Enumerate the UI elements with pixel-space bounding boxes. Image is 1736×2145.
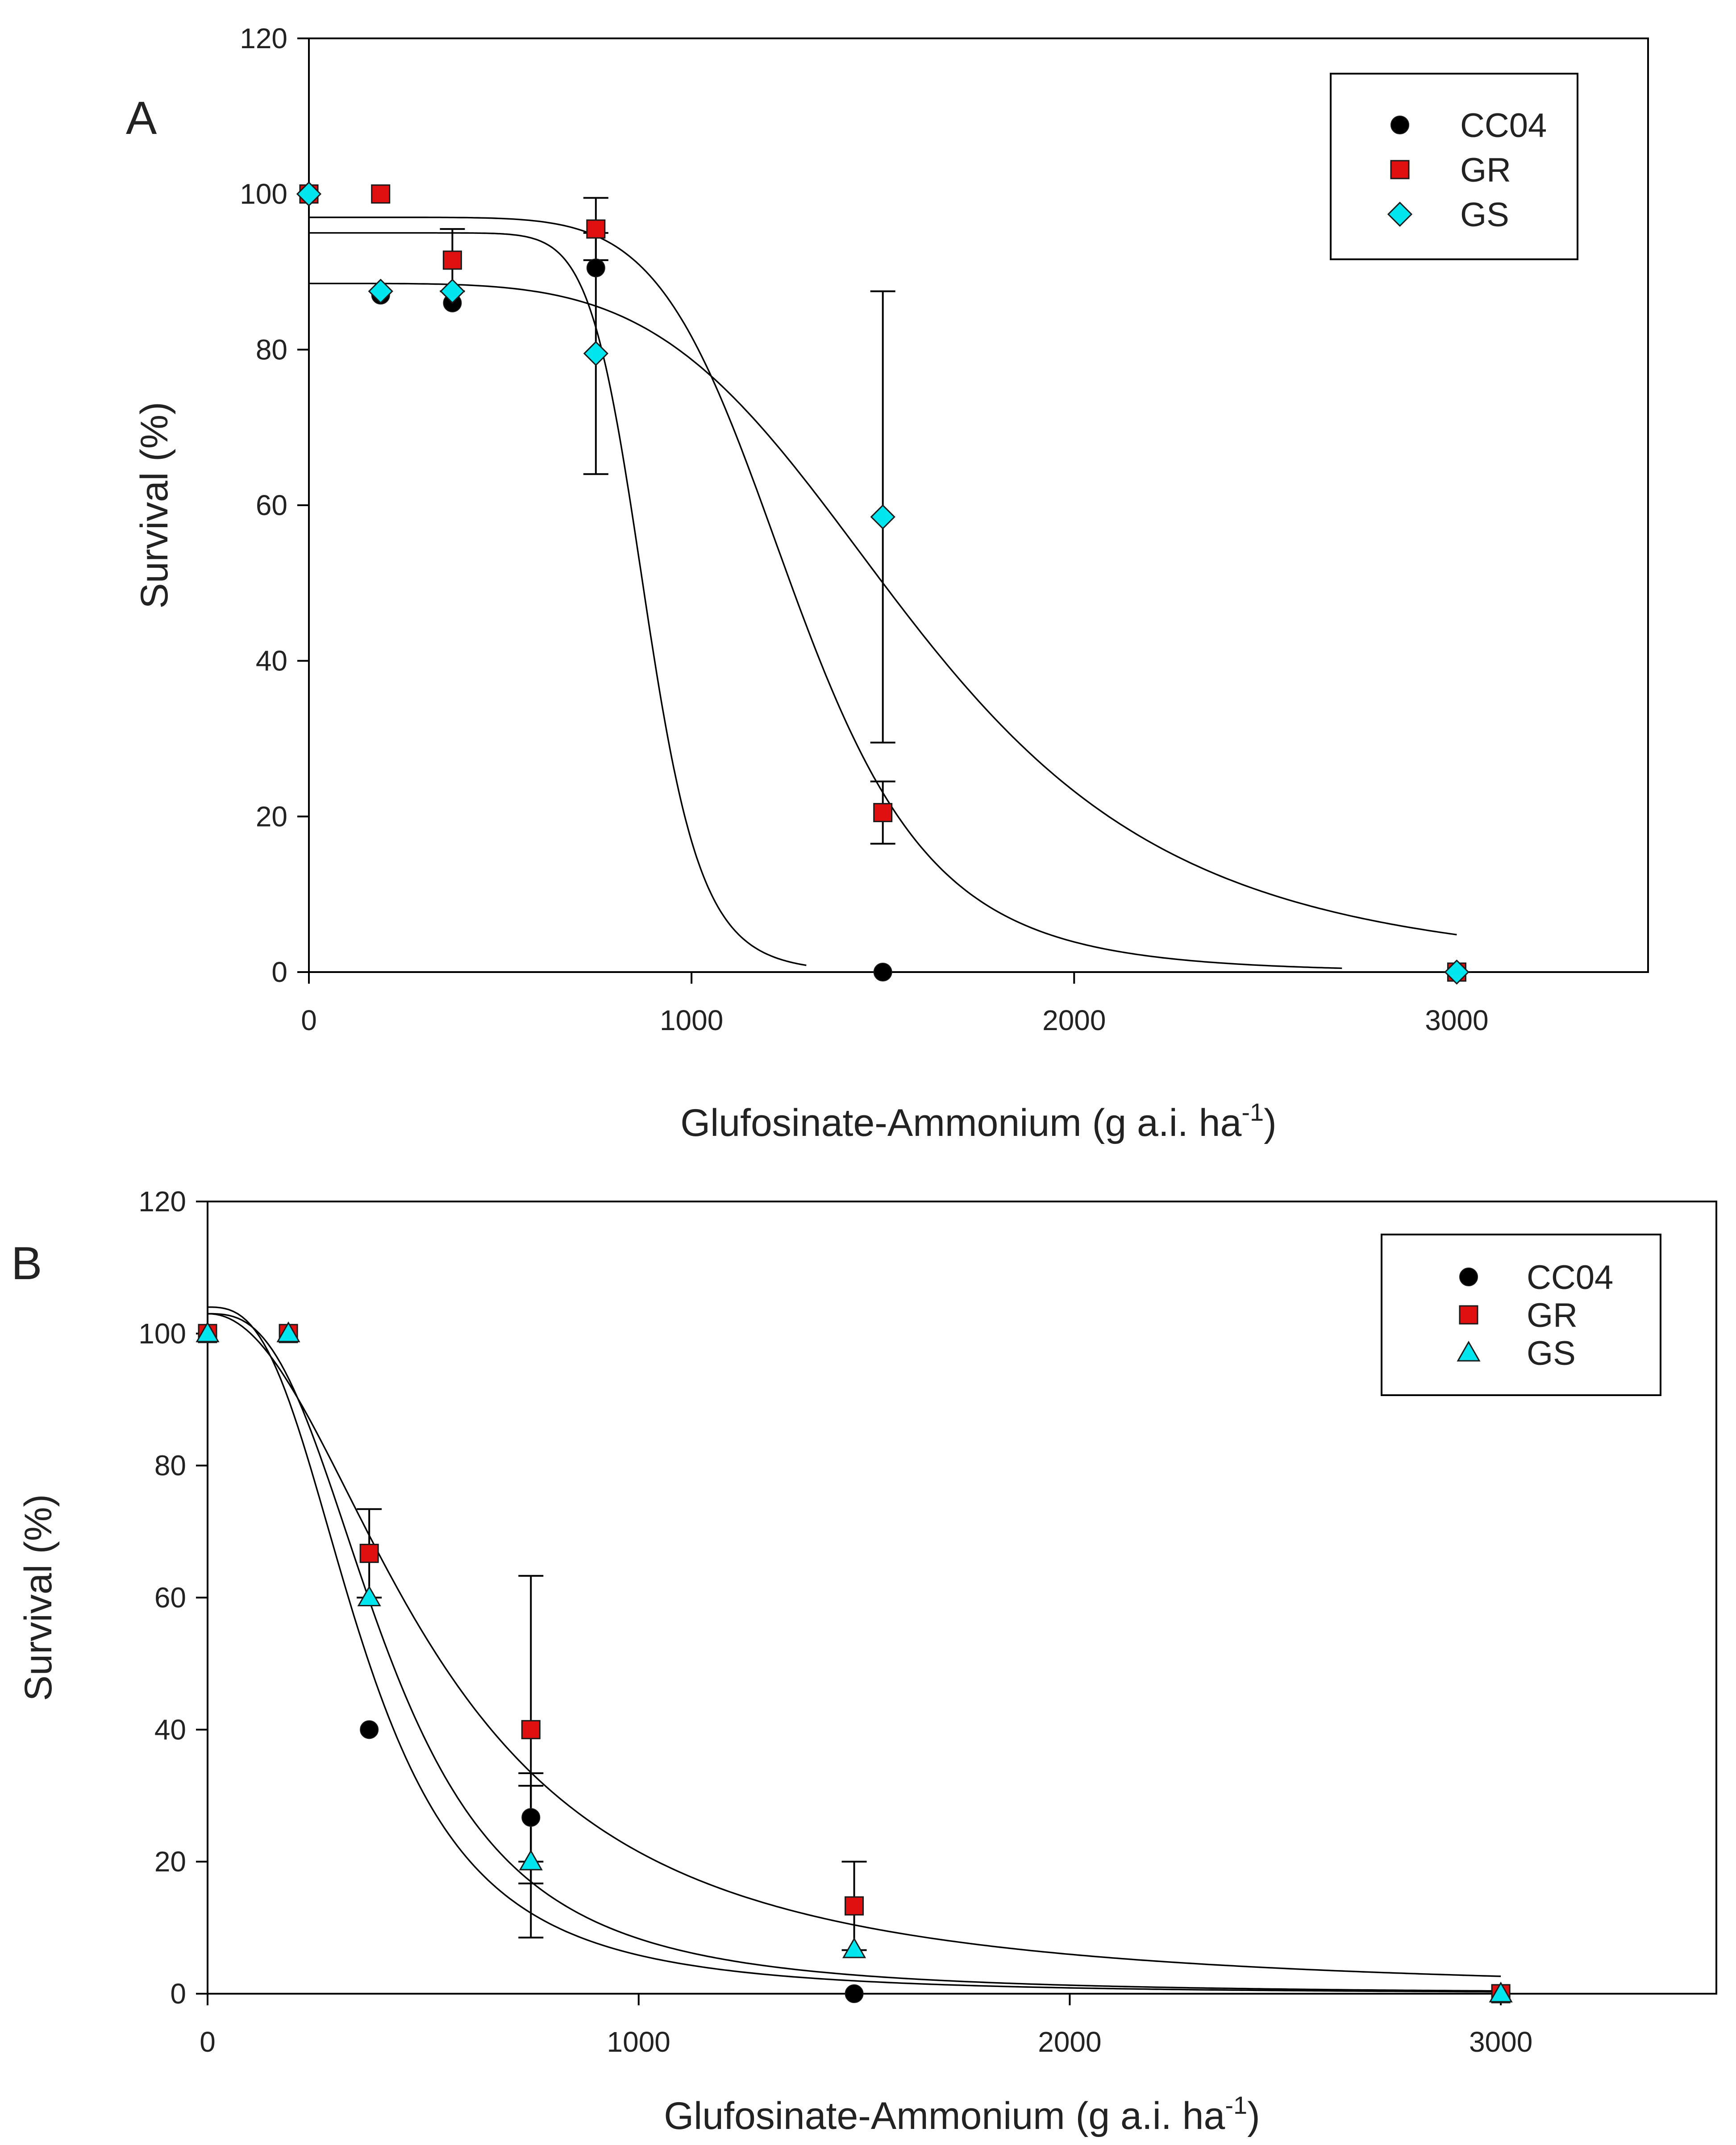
- x-tick-label: 0: [200, 2026, 216, 2058]
- legend-marker-cc04: [1390, 116, 1409, 134]
- x-tick-label: 3000: [1425, 1004, 1488, 1036]
- fit-curve-cc04: [309, 232, 807, 966]
- fit-curve-gs: [208, 1313, 1501, 1992]
- y-tick-label: 40: [154, 1713, 186, 1746]
- legend-box: [1330, 73, 1578, 260]
- panel-a: A 0 20 40 60 80 100 120 0 1000 2000 3000 Survival (%…: [126, 22, 1649, 1144]
- data-point-gs: [368, 279, 393, 304]
- x-tick-label: 3000: [1469, 2026, 1532, 2058]
- x-tick-label: 2000: [1038, 2026, 1101, 2058]
- x-tick-label: 1000: [607, 2026, 670, 2058]
- data-point-gr: [371, 184, 391, 204]
- y-tick-label: 20: [154, 1846, 186, 1878]
- y-tick-label: 0: [170, 1978, 186, 2010]
- data-point-gr: [521, 1720, 541, 1739]
- y-tick-label: 120: [240, 22, 287, 54]
- panel-b: B 0 20 40 60 80 100 120 0 1000 2000 3000 Survival (%…: [11, 1185, 1717, 2137]
- data-point-cc04: [845, 1984, 864, 2003]
- y-tick-label: 100: [240, 178, 287, 210]
- data-point-gs: [519, 1850, 543, 1871]
- legend-marker-gr: [1390, 160, 1410, 179]
- legend-box: [1381, 1234, 1661, 1396]
- panel-letter: B: [11, 1238, 42, 1289]
- data-point-gs: [296, 181, 322, 207]
- data-point-gs: [357, 1585, 381, 1606]
- data-point-gs: [583, 341, 608, 366]
- y-tick-label: 0: [271, 956, 287, 988]
- legend-marker-gs: [1387, 201, 1413, 227]
- data-point-cc04: [873, 963, 892, 981]
- data-point-cc04: [586, 258, 605, 278]
- legend-marker-cc04: [1459, 1268, 1478, 1286]
- y-tick-label: 60: [154, 1582, 186, 1614]
- y-axis-label: Survival (%): [17, 1494, 60, 1701]
- x-tick-label: 1000: [660, 1004, 723, 1036]
- data-point-gs: [196, 1321, 220, 1343]
- data-point-gr: [359, 1543, 379, 1563]
- y-tick-label: 40: [256, 645, 287, 677]
- y-tick-label: 60: [256, 489, 287, 521]
- data-point-cc04: [521, 1808, 541, 1827]
- data-point-gs: [1444, 959, 1470, 985]
- y-tick-label: 100: [138, 1318, 186, 1350]
- fit-curve-gr: [309, 216, 1342, 969]
- data-point-cc04: [360, 1720, 379, 1739]
- legend-label-gr: GR: [1460, 151, 1511, 189]
- legend-marker-gs: [1457, 1340, 1481, 1362]
- y-tick-label: 120: [138, 1185, 186, 1218]
- legend-label-cc04: CC04: [1460, 107, 1547, 145]
- y-tick-label: 80: [154, 1450, 186, 1482]
- x-axis-label: Glufosinate-Ammonium (g a.i. ha-1): [680, 1098, 1277, 1144]
- legend-label-cc04: CC04: [1527, 1259, 1613, 1297]
- y-tick-label: 20: [256, 800, 287, 832]
- y-tick-label: 80: [256, 333, 287, 366]
- data-point-gs: [440, 279, 465, 304]
- legend-label-gs: GS: [1460, 196, 1509, 234]
- x-tick-label: 2000: [1042, 1004, 1106, 1036]
- data-point-gs: [842, 1937, 866, 1958]
- legend-label-gs: GS: [1527, 1334, 1576, 1372]
- data-point-gr: [845, 1896, 864, 1916]
- legend-label-gr: GR: [1527, 1297, 1578, 1334]
- data-point-gs: [276, 1321, 300, 1343]
- data-point-gr: [873, 803, 893, 823]
- data-point-gr: [442, 250, 462, 270]
- x-tick-label: 0: [301, 1004, 317, 1036]
- x-axis-label: Glufosinate-Ammonium (g a.i. ha-1): [664, 2091, 1260, 2137]
- data-point-gr: [586, 219, 606, 239]
- legend-marker-gr: [1459, 1305, 1478, 1325]
- fit-curve-cc04: [208, 1306, 1501, 1993]
- data-point-gs: [870, 504, 895, 530]
- panel-letter: A: [126, 92, 157, 144]
- y-axis-label: Survival (%): [133, 402, 176, 609]
- data-point-gs: [1489, 1981, 1513, 2003]
